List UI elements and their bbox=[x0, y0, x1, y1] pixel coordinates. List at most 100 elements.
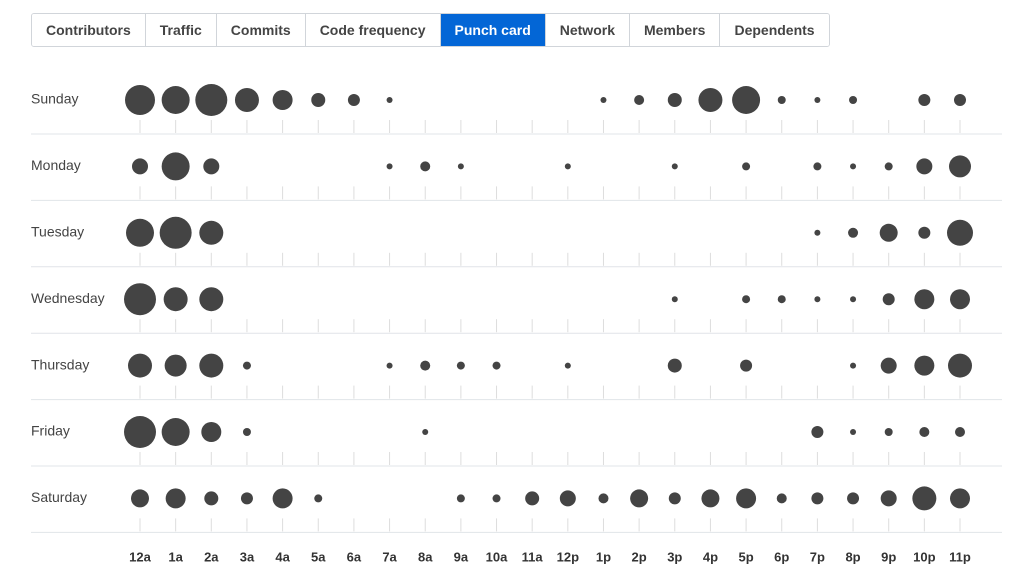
punch bbox=[161, 418, 190, 446]
tab[interactable]: Members bbox=[629, 14, 721, 46]
punch bbox=[955, 427, 965, 437]
punch bbox=[199, 220, 224, 245]
tab[interactable]: Commits bbox=[216, 14, 306, 46]
punch bbox=[850, 429, 857, 435]
punch bbox=[347, 94, 360, 106]
day-label: Sunday bbox=[31, 91, 78, 107]
punch bbox=[272, 488, 293, 509]
day-label: Wednesday bbox=[31, 290, 105, 306]
x-tick-label: 4a bbox=[275, 549, 290, 564]
punch bbox=[776, 493, 787, 504]
tab[interactable]: Code frequency bbox=[305, 14, 441, 46]
punch bbox=[811, 426, 824, 438]
punch bbox=[204, 491, 219, 506]
x-tick-label: 1p bbox=[596, 549, 611, 564]
punch bbox=[698, 88, 723, 112]
punch bbox=[456, 494, 465, 503]
x-tick-label: 8p bbox=[845, 549, 860, 564]
x-tick-label: 9p bbox=[881, 549, 896, 564]
punch bbox=[199, 353, 224, 378]
punch bbox=[948, 353, 972, 378]
punch bbox=[701, 489, 720, 508]
x-tick-label: 3a bbox=[240, 549, 255, 564]
punch bbox=[124, 283, 156, 316]
day-label: Thursday bbox=[31, 356, 89, 372]
punch bbox=[126, 218, 154, 247]
tab[interactable]: Punch card bbox=[440, 14, 546, 46]
punch bbox=[386, 97, 393, 103]
punch bbox=[919, 427, 930, 437]
x-tick-label: 5a bbox=[311, 549, 326, 564]
punch bbox=[914, 355, 935, 376]
x-tick-label: 11p bbox=[949, 549, 971, 564]
punch bbox=[884, 162, 893, 171]
punch bbox=[954, 94, 966, 106]
punch bbox=[777, 96, 786, 104]
punch bbox=[195, 84, 228, 116]
punch bbox=[124, 416, 156, 448]
punch bbox=[125, 85, 155, 115]
x-tick-label: 10p bbox=[913, 549, 935, 564]
punch bbox=[559, 490, 576, 507]
punch bbox=[950, 289, 970, 310]
punch bbox=[525, 491, 540, 506]
punch bbox=[884, 428, 893, 436]
x-tick-label: 5p bbox=[739, 549, 754, 564]
x-tick-label: 1a bbox=[168, 549, 183, 564]
punch bbox=[882, 293, 895, 306]
punch bbox=[947, 219, 973, 246]
punch bbox=[732, 86, 761, 114]
punch bbox=[163, 287, 188, 312]
x-tick-label: 7a bbox=[382, 549, 397, 564]
punch bbox=[314, 494, 323, 503]
punch bbox=[272, 90, 293, 110]
punch bbox=[918, 226, 931, 239]
punch bbox=[457, 163, 464, 170]
punch bbox=[814, 296, 821, 303]
punch bbox=[847, 492, 860, 505]
punch bbox=[161, 152, 190, 181]
punch bbox=[203, 158, 220, 175]
x-tick-label: 8a bbox=[418, 549, 433, 564]
punch bbox=[600, 97, 607, 103]
day-label: Monday bbox=[31, 157, 81, 173]
punch bbox=[201, 422, 222, 442]
punch bbox=[879, 223, 898, 242]
punch bbox=[420, 360, 431, 371]
x-tick-label: 11a bbox=[522, 549, 544, 564]
punch bbox=[736, 488, 757, 509]
punch bbox=[240, 492, 253, 505]
punch bbox=[564, 362, 571, 369]
x-tick-label: 2a bbox=[204, 549, 219, 564]
tab[interactable]: Contributors bbox=[32, 14, 146, 46]
x-tick-label: 12p bbox=[557, 549, 579, 564]
punch bbox=[814, 97, 821, 103]
day-label: Tuesday bbox=[31, 224, 84, 240]
punch bbox=[849, 96, 858, 104]
punch bbox=[128, 353, 152, 378]
punch bbox=[492, 494, 501, 503]
x-tick-label: 6a bbox=[347, 549, 362, 564]
punch bbox=[242, 428, 251, 436]
tab[interactable]: Dependents bbox=[720, 14, 829, 46]
punch bbox=[564, 163, 571, 170]
x-tick-label: 12a bbox=[129, 549, 151, 564]
punch bbox=[667, 358, 682, 373]
punch bbox=[811, 492, 824, 505]
punch bbox=[918, 94, 931, 106]
x-tick-label: 9a bbox=[454, 549, 469, 564]
tab[interactable]: Network bbox=[545, 14, 630, 46]
punch bbox=[667, 93, 682, 107]
punch bbox=[671, 163, 678, 170]
punch bbox=[311, 93, 326, 107]
punch bbox=[668, 492, 681, 505]
x-tick-label: 3p bbox=[667, 549, 682, 564]
tab[interactable]: Traffic bbox=[145, 14, 217, 46]
x-tick-label: 7p bbox=[810, 549, 825, 564]
punch bbox=[777, 295, 786, 304]
punch bbox=[813, 162, 822, 171]
punch bbox=[912, 486, 937, 511]
punch bbox=[234, 88, 259, 112]
